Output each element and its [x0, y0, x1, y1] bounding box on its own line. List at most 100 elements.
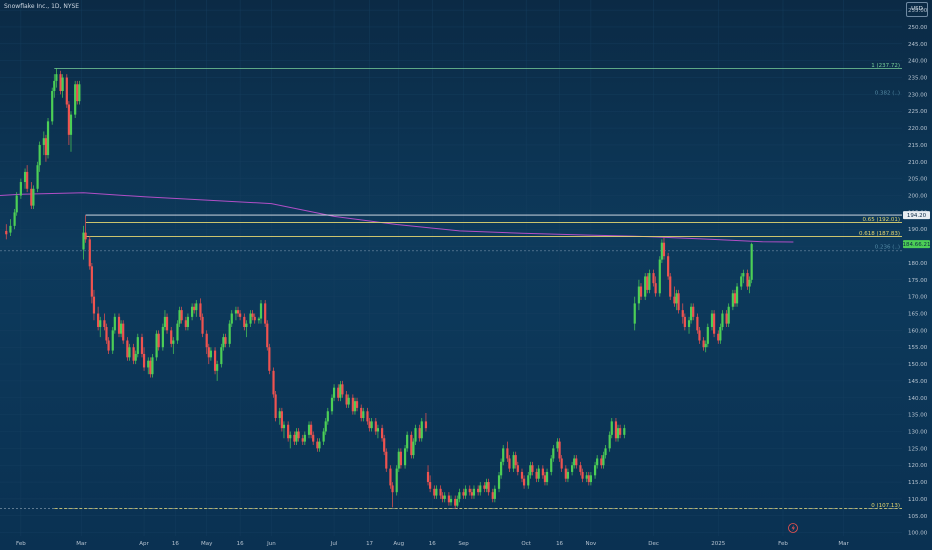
candle-body: [310, 424, 313, 435]
candle-body: [687, 320, 691, 327]
candle-body: [479, 485, 482, 493]
y-tick-label: 230.00: [908, 92, 928, 98]
fib-level-label: 0.236 (..): [875, 245, 900, 251]
candle-body: [585, 475, 588, 479]
candle-body: [608, 434, 611, 449]
candle-body: [113, 316, 116, 331]
candle-body: [74, 84, 77, 115]
candle-body: [362, 411, 365, 419]
candle-body: [326, 411, 329, 422]
candle-body: [318, 441, 321, 449]
time-axis[interactable]: Feb Mar Apr 16 May 16 Jun Jul 17 Aug 16 Sep Oct 16 Nov…: [16, 541, 849, 547]
candle-body: [556, 441, 559, 449]
candle-body: [727, 306, 730, 324]
candle-body: [155, 333, 158, 358]
y-tick-label: 145.00: [908, 379, 928, 385]
candle-body: [721, 313, 724, 327]
x-tick-label: Nov: [586, 541, 597, 547]
candle-body: [170, 330, 173, 344]
y-tick-label: 250.00: [908, 25, 928, 31]
candle-body: [443, 495, 446, 499]
candle-body: [236, 310, 240, 314]
price-tag-label: 184.66.21: [903, 242, 931, 248]
x-tick-label: 17: [366, 541, 373, 547]
candle-body: [491, 492, 494, 499]
candle-body: [616, 428, 620, 439]
candle-body: [702, 340, 705, 348]
candle-body: [520, 471, 524, 479]
candle-body: [426, 471, 430, 483]
candle-body: [389, 468, 392, 486]
candle-body: [667, 256, 670, 277]
candle-body: [690, 306, 693, 321]
candle-body: [449, 498, 453, 503]
candle-body: [472, 488, 476, 496]
candle-body: [746, 273, 749, 287]
y-tick-label: 165.00: [908, 312, 928, 318]
candle-body: [293, 434, 296, 442]
candle-body: [53, 80, 56, 92]
x-tick-label: Feb: [16, 541, 26, 547]
candle-body: [67, 104, 71, 135]
y-tick-label: 135.00: [908, 413, 928, 419]
currency-button[interactable]: USD: [906, 2, 928, 17]
candle-body: [190, 306, 194, 317]
candle-body: [176, 323, 179, 341]
candle-body: [280, 411, 283, 429]
candle-body: [424, 421, 428, 429]
candle-body: [493, 488, 496, 499]
candle-body: [418, 428, 421, 439]
candle-body: [537, 468, 540, 479]
candle-body: [266, 323, 269, 348]
candle-body: [447, 495, 451, 503]
candle-body: [76, 84, 79, 102]
candle-body: [69, 114, 73, 135]
candle-body: [462, 492, 465, 496]
x-tick-label: Jul: [330, 541, 338, 547]
candle-body: [103, 320, 106, 327]
x-tick-label: 2025: [711, 541, 725, 547]
candle-body: [681, 310, 684, 317]
candle-body: [322, 431, 325, 442]
candle-body: [735, 286, 739, 304]
candle-body: [366, 411, 369, 422]
candle-body: [512, 455, 515, 469]
candle-body: [731, 293, 734, 307]
candle-body: [602, 455, 605, 466]
candle-body: [151, 357, 154, 375]
candle-body: [59, 74, 62, 92]
candle-body: [97, 313, 100, 327]
candle-body: [278, 411, 281, 419]
candle-body: [126, 340, 129, 358]
candles: [5, 68, 753, 510]
x-tick-label: Sep: [458, 541, 469, 547]
candle-body: [412, 441, 415, 456]
candle-body: [180, 310, 183, 321]
candle-body: [575, 458, 578, 466]
x-tick-label: 16: [429, 541, 436, 547]
x-tick-label: Apr: [139, 541, 149, 547]
y-tick-label: 110.00: [908, 497, 928, 503]
candle-body: [675, 293, 678, 304]
candle-body: [614, 421, 618, 439]
x-tick-label: 16: [172, 541, 179, 547]
candle-body: [710, 313, 714, 327]
candle-body: [51, 91, 54, 122]
y-tick-label: 175.00: [908, 278, 928, 284]
candle-body: [646, 276, 649, 290]
price-tag-bg: [903, 211, 930, 220]
candle-body: [245, 323, 248, 327]
candle-body: [82, 232, 85, 250]
candle-body: [648, 273, 651, 290]
y-tick-label: 215.00: [908, 143, 928, 149]
candle-body: [178, 310, 181, 324]
candle-body: [23, 171, 27, 183]
candle-body: [529, 465, 532, 476]
lightning-icon[interactable]: [788, 523, 798, 533]
candle-body: [433, 488, 436, 496]
candle-body: [307, 424, 311, 435]
candle-body: [391, 485, 394, 493]
candle-body: [312, 434, 315, 442]
